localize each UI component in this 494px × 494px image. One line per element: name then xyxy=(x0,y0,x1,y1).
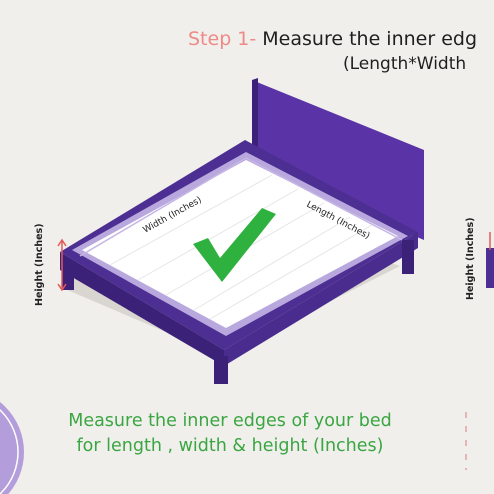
instruction-caption: Measure the inner edges of your bed for … xyxy=(0,409,460,459)
height-label-left: Height (Inches) xyxy=(34,223,45,306)
bed-frame-right xyxy=(224,232,418,366)
headboard xyxy=(252,80,424,240)
caption-line-2: for length , width & height (Inches) xyxy=(76,436,384,456)
check-icon xyxy=(193,208,276,282)
length-measure-line xyxy=(245,157,403,241)
double-arrow-vertical-icon xyxy=(57,238,67,292)
bed-frame-front xyxy=(60,252,224,366)
caption-line-1: Measure the inner edges of your bed xyxy=(68,411,392,431)
step-subtitle: (Length*Width xyxy=(343,54,467,74)
bed-leg-right xyxy=(402,240,414,274)
right-bed-partial xyxy=(486,248,494,288)
accent-circle xyxy=(0,402,24,494)
height-label-right: Height (Inches) xyxy=(465,217,476,300)
step-title-text: Measure the inner edg xyxy=(256,28,478,50)
width-measure-line xyxy=(79,157,247,257)
accent-circle-inner xyxy=(0,408,19,494)
bed-leg-left xyxy=(62,262,74,290)
bed-leg-front xyxy=(214,356,228,384)
step-title: Step 1- Measure the inner edg xyxy=(188,28,477,50)
step-label: Step 1- xyxy=(188,28,257,50)
